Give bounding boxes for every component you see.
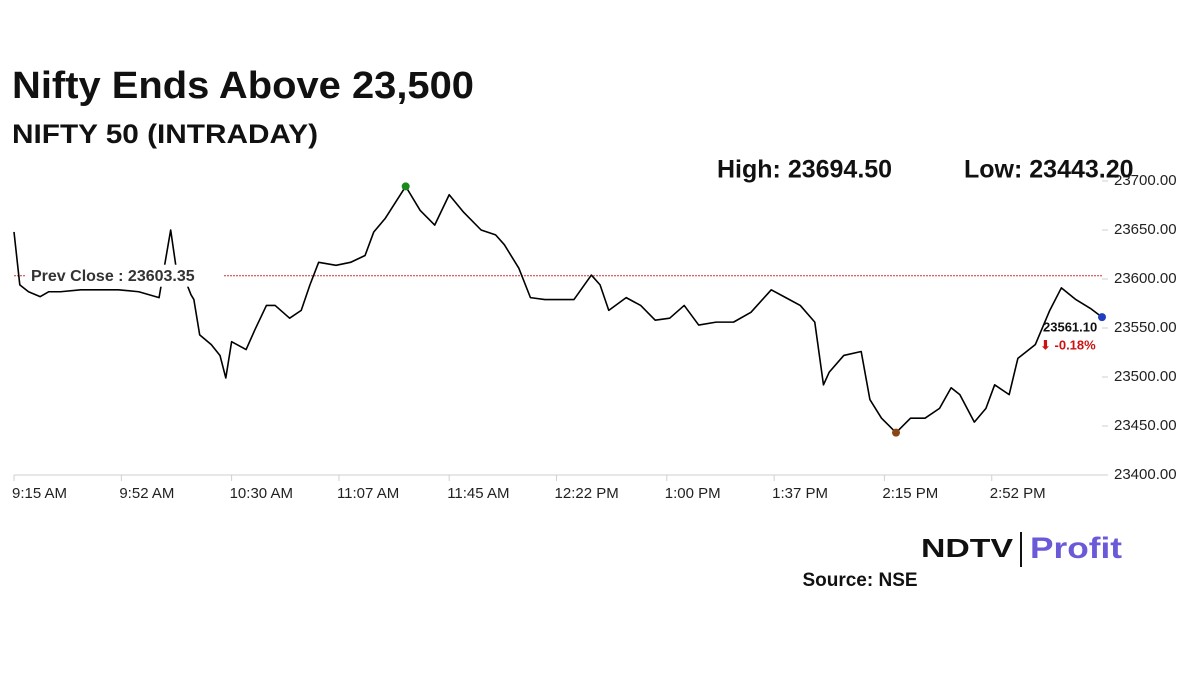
x-tick-label: 2:15 PM [882, 485, 938, 502]
price-line [13, 185, 1103, 434]
x-tick-label: 11:07 AM [337, 485, 399, 502]
y-tick-label: 23450.00 [1114, 417, 1177, 434]
y-tick-label: 23650.00 [1114, 221, 1177, 238]
logo-profit: Profit [1030, 532, 1122, 565]
high-dot [401, 182, 410, 191]
y-tick-label: 23600.00 [1114, 270, 1177, 287]
last-dot [1098, 313, 1106, 322]
y-tick-label: 23700.00 [1114, 172, 1177, 189]
logo-ndtv: NDTV [921, 533, 1014, 563]
chart-subtitle: NIFTY 50 (INTRADAY) [12, 119, 318, 149]
y-tick-label: 23550.00 [1114, 319, 1177, 336]
chart-title: Nifty Ends Above 23,500 [12, 65, 474, 107]
x-tick-label: 1:00 PM [665, 485, 721, 502]
x-tick-label: 12:22 PM [555, 485, 619, 502]
x-tick-label: 10:30 AM [230, 485, 293, 502]
low-label: Low: 23443.20 [964, 156, 1134, 184]
x-tick-label: 9:52 AM [119, 485, 174, 502]
high-label: High: 23694.50 [717, 156, 892, 184]
x-tick-label: 1:37 PM [772, 485, 828, 502]
y-tick-label: 23500.00 [1114, 368, 1177, 385]
prev-close-label: Prev Close : 23603.35 [31, 268, 195, 285]
low-dot [892, 428, 901, 437]
last-value-label: 23561.10 [1043, 319, 1097, 334]
x-tick-label: 9:15 AM [12, 485, 67, 502]
change-label: ⬇ -0.18% [1040, 337, 1096, 352]
x-tick-label: 2:52 PM [990, 485, 1046, 502]
source: Source: NSE [802, 570, 917, 591]
prev-close-label-bg [26, 264, 224, 287]
y-tick-label: 23400.00 [1114, 466, 1177, 483]
x-tick-label: 11:45 AM [447, 485, 509, 502]
